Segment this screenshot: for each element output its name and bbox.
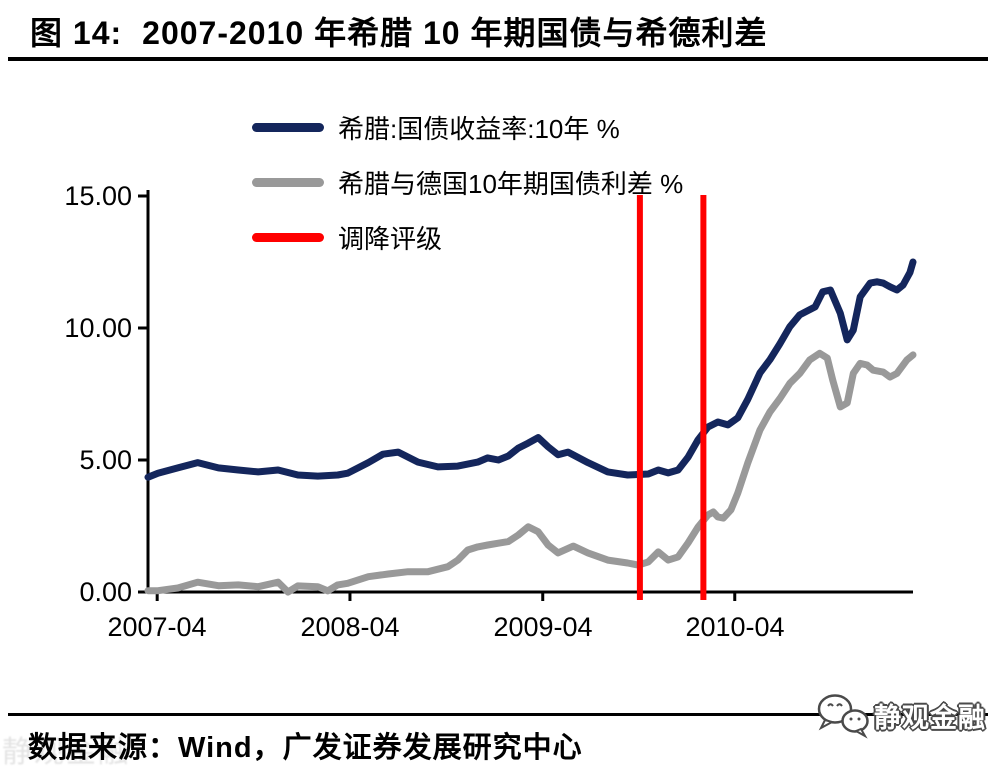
y-tick-label-10: 10.00 [64, 313, 132, 343]
y-tick-label-0: 0.00 [79, 577, 132, 607]
background-watermark: 静观金融 [2, 736, 130, 769]
x-tick-label-2007: 2007-04 [107, 612, 207, 642]
legend-item-spread: 希腊与德国10年期国债利差 % [252, 167, 683, 199]
title-divider [8, 57, 988, 61]
spread-line-swatch [252, 177, 324, 187]
legend-label-yield: 希腊:国债收益率:10年 % [338, 113, 620, 144]
logo-text: 静观金融 [874, 702, 986, 733]
chart-legend: 希腊:国债收益率:10年 % 希腊与德国10年期国债利差 % 调降评级 [252, 112, 683, 254]
spread-line [144, 349, 917, 596]
wechat-account-logo: 静观金融 [814, 691, 986, 739]
x-tick-label-2009: 2009-04 [493, 612, 593, 642]
bottom-divider [8, 713, 988, 716]
event-line-swatch [252, 232, 324, 242]
legend-label-spread: 希腊与德国10年期国债利差 % [338, 168, 684, 199]
legend-label-downgrade: 调降评级 [338, 223, 443, 254]
y-tick-label-5: 5.00 [79, 445, 132, 475]
figure-title: 图 14: 2007-2010 年希腊 10 年期国债与希德利差 [30, 8, 767, 54]
legend-item-downgrade: 调降评级 [252, 222, 683, 254]
figure-title-text: 2007-2010 年希腊 10 年期国债与希德利差 [142, 15, 768, 51]
figure-number: 图 14: [30, 15, 123, 51]
chat-bubbles-icon [817, 694, 869, 739]
y-tick-label-15: 15.00 [64, 181, 132, 211]
x-tick-label-2010: 2010-04 [685, 612, 785, 642]
yield-line-swatch [252, 122, 324, 132]
legend-item-yield: 希腊:国债收益率:10年 % [252, 112, 683, 144]
x-tick-label-2008: 2008-04 [300, 612, 400, 642]
data-source: 数据来源：Wind，广发证券发展研究中心 [28, 732, 583, 764]
plot-area [138, 190, 917, 601]
